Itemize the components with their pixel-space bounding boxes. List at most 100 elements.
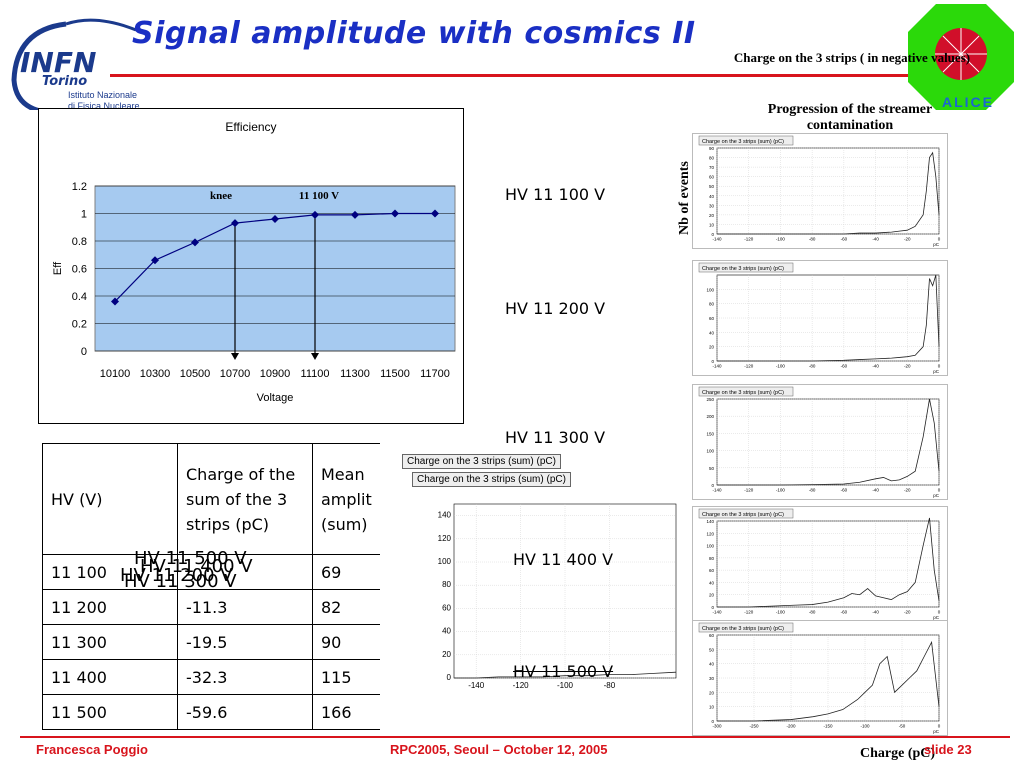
hist-x-tick: -200 bbox=[786, 724, 796, 729]
hist-title-box bbox=[698, 386, 794, 397]
hist-y-tick: 120 bbox=[706, 531, 714, 536]
title-divider bbox=[110, 74, 1010, 77]
hist-title: Charge on the 3 strips (sum) (pC) bbox=[702, 626, 784, 632]
hist-plot-area bbox=[716, 398, 940, 486]
x-tick-label: 11300 bbox=[340, 368, 370, 380]
hist-x-tick: -140 bbox=[712, 364, 722, 369]
marker-arrow bbox=[311, 353, 319, 360]
table-row: 11 400 -32.3 115 bbox=[42, 659, 380, 695]
hv-label-11300: HV 11 300 V bbox=[505, 428, 606, 447]
data-point bbox=[271, 215, 279, 223]
hist-x-tick: -40 bbox=[872, 488, 879, 493]
hist-x-tick: 0 bbox=[938, 364, 941, 369]
hist-y-tick: 30 bbox=[709, 676, 715, 681]
hist-title-box bbox=[698, 262, 794, 273]
infn-logo: INFN Torino Istituto Nazionale di Fisica… bbox=[6, 10, 146, 111]
hist-11500: Charge on the 3 strips (sum) (pC) 0 10 20 30… bbox=[692, 620, 948, 736]
y-tick-label: 0.6 bbox=[72, 264, 87, 276]
hist-y-tick: 140 bbox=[706, 519, 714, 524]
hv-table-wrapper: HV (V) Charge of the sum of the 3 strips… bbox=[42, 443, 380, 733]
charge-axis-note: Charge (pC) bbox=[860, 746, 936, 761]
hist-y-tick: 80 bbox=[442, 580, 451, 589]
hist-y-tick: 60 bbox=[442, 603, 451, 612]
hist-y-tick: 20 bbox=[709, 690, 715, 695]
hist-11200: Charge on the 3 strips (sum) (pC) 0 20 40 60… bbox=[692, 260, 948, 376]
y-tick-label: 0.2 bbox=[72, 319, 87, 331]
hist-series bbox=[717, 640, 940, 722]
hist-x-tick: -20 bbox=[904, 364, 911, 369]
hv-table: HV (V) Charge of the sum of the 3 strips… bbox=[42, 443, 380, 730]
hist-y-tick: 90 bbox=[709, 146, 715, 151]
hist-x-tick: 0 bbox=[938, 724, 941, 729]
y-axis-label: Eff bbox=[52, 261, 64, 275]
hist-x-tick: -20 bbox=[904, 488, 911, 493]
y-axis-note: Nb of events bbox=[677, 161, 692, 235]
hist-y-tick: 10 bbox=[709, 705, 715, 710]
hist-x-tick: -300 bbox=[712, 724, 722, 729]
hist-y-tick: 40 bbox=[709, 194, 715, 199]
hist-title-box bbox=[698, 622, 794, 633]
hist-svg: Charge on the 3 strips (sum) (pC) 0 10 20 30… bbox=[698, 622, 941, 734]
hist-series bbox=[454, 671, 677, 679]
hist-x-tick: -120 bbox=[744, 488, 754, 493]
overlap-label-2: HV 11 400 V bbox=[140, 556, 253, 577]
hist-y-tick: 50 bbox=[709, 184, 715, 189]
y-tick-label: 0.4 bbox=[72, 291, 87, 303]
hist-y-tick: 80 bbox=[709, 156, 715, 161]
x-tick-label: 10500 bbox=[180, 368, 211, 380]
hist-y-tick: 150 bbox=[706, 431, 714, 436]
cell-mean: 90 bbox=[312, 624, 380, 660]
hist-y-tick: 20 bbox=[442, 650, 451, 659]
hist-x-tick: -60 bbox=[841, 488, 848, 493]
hist-x-tick: -40 bbox=[872, 364, 879, 369]
cell-mean: 115 bbox=[312, 659, 380, 695]
annotation: knee bbox=[210, 190, 232, 202]
hist-y-tick: 140 bbox=[438, 511, 452, 520]
cell-hv: 11 400 bbox=[42, 659, 178, 695]
cell-charge: -19.5 bbox=[177, 624, 313, 660]
page-title: Signal amplitude with cosmics II bbox=[132, 16, 696, 51]
hist-x-tick: -60 bbox=[841, 610, 848, 615]
x-tick-label: 10900 bbox=[260, 368, 291, 380]
hist-title: Charge on the 3 strips (sum) (pC) bbox=[702, 266, 784, 272]
hist-title-box bbox=[698, 135, 794, 146]
hist-plot-area bbox=[716, 147, 940, 235]
hist-y-tick: 100 bbox=[706, 287, 714, 292]
hist-x-tick: -120 bbox=[744, 237, 754, 242]
x-tick-label: 11500 bbox=[380, 368, 410, 380]
hist-x-tick: -120 bbox=[744, 364, 754, 369]
cell-mean: 166 bbox=[312, 694, 380, 730]
hist-y-tick: 50 bbox=[709, 466, 715, 471]
hist-series bbox=[717, 517, 940, 608]
header-mean: Mean amplit (sum) bbox=[312, 443, 380, 555]
hist-y-tick: 50 bbox=[709, 647, 715, 652]
hist-y-tick: 60 bbox=[709, 175, 715, 180]
hist-y-tick: 20 bbox=[709, 593, 715, 598]
hist-x-tick: -140 bbox=[468, 681, 485, 690]
hist-title: Charge on the 3 strips (sum) (pC) bbox=[702, 512, 784, 518]
cell-hv: 11 500 bbox=[42, 694, 178, 730]
data-point bbox=[431, 209, 439, 218]
hist-x-unit: pC bbox=[933, 493, 940, 498]
enlarged-hist-title-1: Charge on the 3 strips (sum) (pC) bbox=[402, 454, 561, 469]
hv-label-11400: HV 11 400 V bbox=[513, 550, 614, 569]
hv-label-11500: HV 11 500 V bbox=[513, 662, 614, 681]
hist-svg: Charge on the 3 strips (sum) (pC) 0 10 20 30… bbox=[698, 135, 941, 247]
hist-x-unit: pC bbox=[933, 615, 940, 620]
cell-charge: -59.6 bbox=[177, 694, 313, 730]
efficiency-chart-frame: Efficiency Voltage Eff 0 0.2 0.4 0.6 0.8 1 1.2 101… bbox=[38, 108, 464, 424]
hist-x-tick: -50 bbox=[899, 724, 906, 729]
hist-x-tick: 0 bbox=[938, 488, 941, 493]
hist-11100: Charge on the 3 strips (sum) (pC) 0 10 20 30… bbox=[692, 133, 948, 249]
hist-x-tick: -20 bbox=[904, 610, 911, 615]
footer-slide-number: slide 23 bbox=[924, 742, 972, 757]
hist-y-tick: 60 bbox=[709, 568, 715, 573]
hist-x-tick: -250 bbox=[749, 724, 759, 729]
hist-y-tick: 70 bbox=[709, 165, 715, 170]
hist-title-box bbox=[698, 508, 794, 519]
cell-hv: 11 100 bbox=[42, 554, 178, 590]
infn-logo-sub3: di Fisica Nucleare bbox=[68, 101, 140, 111]
data-point bbox=[111, 297, 119, 306]
hist-y-tick: 10 bbox=[709, 222, 715, 227]
hist-x-tick: -100 bbox=[860, 724, 870, 729]
